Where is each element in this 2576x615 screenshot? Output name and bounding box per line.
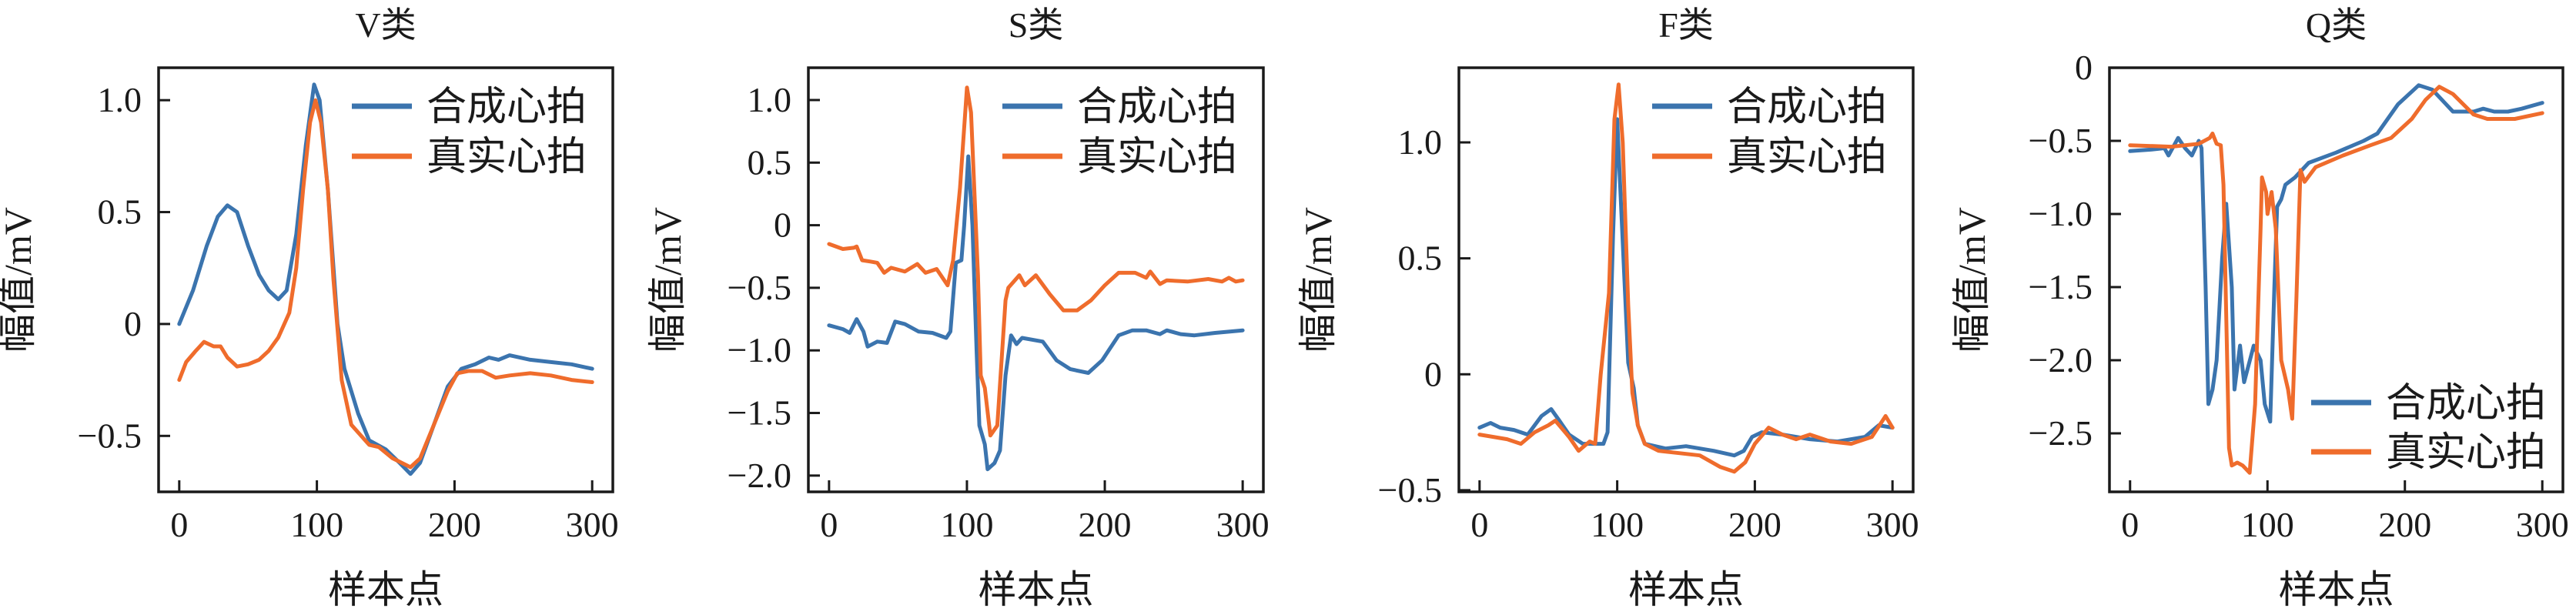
y-tick-label: 0 [1424,354,1442,393]
x-axis-label: 样本点 [1628,568,1744,611]
axes-frame [807,66,1265,493]
axes-frame [2108,66,2564,493]
axes-frame [1457,66,1915,493]
y-tick-label: −1.5 [728,393,791,433]
y-tick-label: 1.0 [1398,122,1443,162]
legend-label-real: 真实心拍 [1077,135,1237,179]
x-tick-label: 100 [1591,505,1644,544]
legend-label-real: 真实心拍 [427,135,587,179]
x-tick-label: 300 [566,505,619,544]
y-tick-label: −0.5 [1378,470,1442,510]
x-tick-label: 0 [820,505,838,544]
x-tick-label: 100 [290,505,343,544]
y-axis-label: 幅值/mV [646,207,689,353]
y-tick-label: −2.5 [2029,413,2093,453]
y-tick-label: −0.5 [78,416,142,455]
y-axis-label: 幅值/mV [1296,207,1340,353]
subplot-title: F类 [1658,5,1714,45]
x-axis-label: 样本点 [328,568,443,611]
y-tick-label: 0 [2075,48,2093,87]
y-tick-label: 1.0 [98,80,142,119]
series-line-synthetic [177,82,594,476]
legend-label-synthetic: 合成心拍 [1727,85,1887,129]
y-tick-label: 0.5 [98,192,142,232]
axes-frame [157,66,614,493]
series-line-real [1477,82,1895,474]
x-tick-label: 100 [940,505,993,544]
series-line-synthetic [827,154,1245,472]
y-tick-label: −1.5 [2029,267,2093,306]
y-tick-label: −0.5 [728,268,791,307]
legend-label-synthetic: 合成心拍 [2386,382,2546,426]
legend-label-real: 真实心拍 [1727,135,1887,179]
y-tick-label: −1.0 [2029,194,2093,233]
y-axis-label: 幅值/mV [1950,207,1993,353]
x-tick-label: 200 [428,505,481,544]
y-tick-label: 0 [774,206,791,245]
x-tick-label: 200 [1728,505,1781,544]
legend-label-real: 真实心拍 [2386,431,2546,475]
x-tick-label: 300 [1216,505,1270,544]
y-tick-label: 1.0 [748,80,792,119]
y-tick-label: 0.5 [748,142,792,182]
x-tick-label: 0 [2121,505,2139,544]
series-line-synthetic [2128,83,2544,424]
legend-label-synthetic: 合成心拍 [1077,85,1237,129]
x-tick-label: 0 [170,505,188,544]
y-tick-label: 0 [124,304,142,343]
subplot-title: V类 [355,5,416,45]
x-axis-label: 样本点 [2279,568,2394,611]
subplot-title: Q类 [2306,5,2367,45]
legend-label-synthetic: 合成心拍 [427,85,587,129]
y-tick-label: −2.0 [728,456,791,495]
subplot-3: Q类 0 100 200 300 0 −0.5 −1.0 −1.5 −2.0 −2.5 样本点 幅值/m… [1950,5,2569,611]
y-tick-label: −0.5 [2029,121,2093,160]
y-tick-label: −1.0 [728,330,791,369]
y-axis-label: 幅值/mV [0,207,39,353]
x-tick-label: 100 [2241,505,2294,544]
subplot-1: S类 0 100 200 300 1.0 0.5 0 −0.5 −1.0 −1.5 −2.0 样本点 幅值… [646,5,1270,611]
series-line-real [827,85,1245,438]
subplot-title: S类 [1009,5,1064,45]
y-tick-label: 0.5 [1398,239,1443,278]
x-tick-label: 300 [2516,505,2569,544]
x-tick-label: 0 [1470,505,1488,544]
series-line-real [177,98,594,470]
x-axis-label: 样本点 [979,568,1094,611]
series-line-real [2128,85,2544,475]
x-tick-label: 300 [1866,505,1919,544]
x-tick-label: 200 [2378,505,2431,544]
x-tick-label: 200 [1079,505,1132,544]
y-tick-label: −2.0 [2029,340,2093,379]
